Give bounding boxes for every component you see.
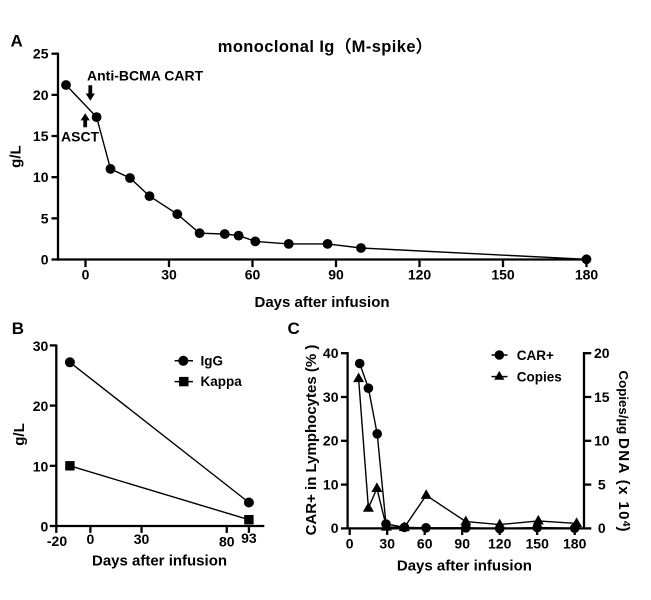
svg-text:30: 30	[161, 267, 177, 283]
svg-text:0: 0	[346, 535, 354, 551]
svg-text:80: 80	[219, 533, 235, 549]
svg-text:30: 30	[379, 535, 395, 551]
svg-text:Copies: Copies	[517, 369, 562, 384]
svg-text:Days after infusion: Days after infusion	[397, 557, 532, 574]
svg-text:20: 20	[594, 345, 610, 361]
svg-text:0: 0	[331, 520, 339, 536]
svg-text:20: 20	[323, 433, 339, 449]
svg-text:30: 30	[33, 338, 49, 354]
svg-text:10: 10	[33, 458, 49, 474]
svg-text:30: 30	[134, 531, 150, 547]
svg-text:10: 10	[33, 169, 49, 185]
svg-text:0: 0	[598, 520, 606, 536]
svg-text:A: A	[11, 32, 23, 51]
svg-text:120: 120	[408, 267, 432, 283]
svg-text:90: 90	[454, 535, 470, 551]
svg-text:93: 93	[241, 530, 257, 546]
svg-text:Copies/µg DNA (x 104): Copies/µg DNA (x 104)	[615, 371, 632, 532]
svg-text:20: 20	[33, 398, 49, 414]
svg-text:30: 30	[323, 389, 339, 405]
svg-text:CAR+ in Lymphocytes (% ): CAR+ in Lymphocytes (% )	[303, 345, 320, 536]
svg-text:180: 180	[575, 267, 599, 283]
svg-text:g/L: g/L	[8, 145, 25, 168]
svg-text:IgG: IgG	[201, 353, 224, 368]
svg-text:15: 15	[33, 128, 49, 144]
svg-text:Anti-BCMA CART: Anti-BCMA CART	[87, 68, 204, 84]
svg-text:0: 0	[41, 252, 49, 268]
svg-text:60: 60	[417, 535, 433, 551]
svg-text:ASCT: ASCT	[61, 128, 100, 144]
svg-text:monoclonal Ig（M-spike）: monoclonal Ig（M-spike）	[218, 36, 433, 56]
svg-text:Days after infusion: Days after infusion	[92, 553, 227, 570]
svg-text:0: 0	[41, 519, 49, 535]
svg-text:Days after infusion: Days after infusion	[254, 294, 389, 311]
svg-text:C: C	[288, 319, 300, 338]
svg-text:60: 60	[245, 267, 261, 283]
svg-text:20: 20	[33, 87, 49, 103]
svg-text:90: 90	[328, 267, 344, 283]
svg-text:150: 150	[491, 267, 515, 283]
svg-text:180: 180	[563, 535, 587, 551]
svg-text:CAR+: CAR+	[517, 348, 554, 363]
svg-text:5: 5	[598, 476, 606, 492]
svg-text:10: 10	[323, 476, 339, 492]
svg-text:25: 25	[33, 46, 49, 62]
svg-text:10: 10	[594, 433, 610, 449]
svg-text:120: 120	[488, 535, 512, 551]
svg-text:Kappa: Kappa	[201, 374, 243, 389]
svg-text:0: 0	[82, 267, 90, 283]
svg-text:B: B	[12, 319, 24, 338]
svg-text:5: 5	[41, 210, 49, 226]
svg-text:0: 0	[87, 531, 95, 547]
svg-text:g/L: g/L	[11, 423, 28, 446]
svg-text:150: 150	[526, 535, 550, 551]
svg-text:40: 40	[323, 345, 339, 361]
svg-text:-20: -20	[47, 533, 67, 549]
svg-text:15: 15	[594, 389, 610, 405]
